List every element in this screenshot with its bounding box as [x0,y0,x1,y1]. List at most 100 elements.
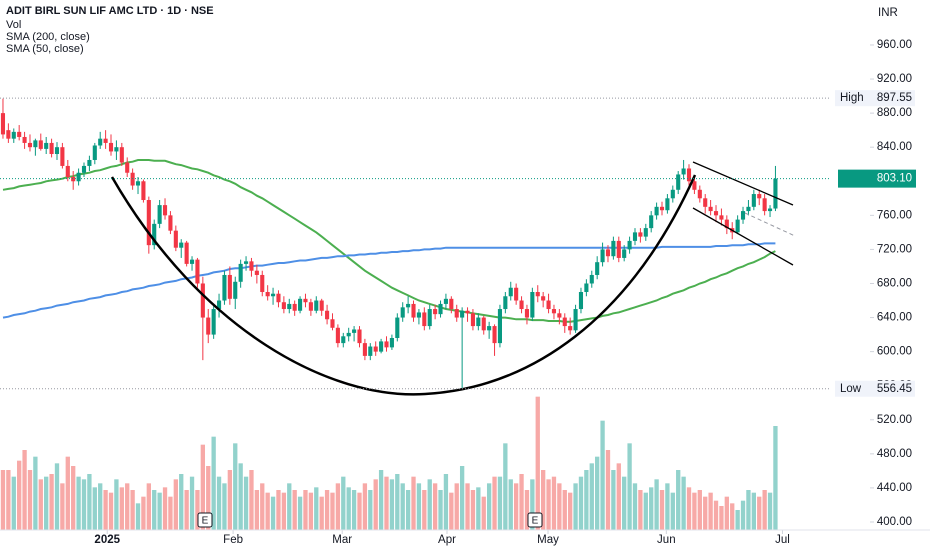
volume-bar [530,479,535,530]
volume-bar [6,470,11,530]
volume-bar [314,487,319,530]
candle-body [422,312,427,327]
event-box[interactable] [527,512,543,528]
candle-body [11,131,16,139]
currency: INR [878,7,898,19]
candle-body [244,261,249,264]
candle-body [595,262,600,275]
candle-body [168,215,173,231]
volume-bar [141,496,146,530]
volume-bar [98,483,103,530]
candle-body [611,240,616,257]
candle-body [292,303,297,311]
cup-curve [110,174,697,396]
candle-body [751,194,756,207]
candle-body [71,177,76,182]
candle-body [276,293,281,303]
candle-body [762,198,767,212]
volume-bar [476,487,481,530]
volume-bar [103,490,108,530]
volume-bar [551,476,557,530]
legend-item: Vol [6,19,21,31]
volume-bar [665,483,670,530]
sma-line [2,242,776,319]
candle-body [308,302,313,311]
candle-body [233,281,238,299]
event-marker[interactable]: E [197,512,213,528]
volume-bar [595,456,600,530]
candle-body [287,303,292,310]
candle-body [411,303,416,318]
volume-bar [308,492,314,530]
volume-bar [503,443,508,530]
volume-bar [335,483,341,530]
y-tick-label: 960.00 [877,39,912,51]
candle-body [335,327,340,344]
candle-body [195,259,200,284]
volume-bar [211,436,216,530]
volume-bar [44,476,49,530]
volume-bar [216,476,222,530]
sma-line [2,159,776,323]
candle-body [33,140,38,148]
candle-body [135,181,141,186]
volume-bar [481,496,486,530]
volume-bar [184,490,189,530]
candle-body [697,189,702,199]
volume-bar [65,456,70,530]
candle-body [773,178,778,209]
volume-bar [33,456,38,530]
candle-body [514,287,519,301]
volume-bar [719,506,724,530]
candle-body [157,205,162,224]
candle-body [460,310,465,318]
volume-bar [659,490,665,530]
candle-body [119,147,124,163]
volume-bar [746,490,751,530]
volume-bar [427,479,432,530]
event-marker[interactable]: E [527,512,543,528]
event-box[interactable] [197,512,213,528]
volume-bar [405,490,411,530]
channel-mid [744,212,796,237]
candle-body [260,274,265,293]
candle-body [508,287,513,297]
price-pane [0,98,778,389]
event-label[interactable]: E [202,516,209,527]
volume-bar [157,492,162,530]
volume-bar [562,490,567,530]
volume-bar [389,479,395,530]
candle-body [298,298,303,311]
volume-bar [767,492,773,530]
volume-bar [589,463,594,530]
legend-item: SMA (50, close) [6,43,84,55]
volume-bar [162,487,168,530]
volume-bar [627,443,632,530]
volume-bar [740,500,746,530]
candle-body [746,206,751,212]
candle-body [573,309,578,331]
volume-bar [697,490,702,530]
volume-bar [713,500,719,530]
candle-body [281,302,286,310]
volume-bar [11,476,16,530]
candle-body [670,189,675,199]
candle-body [184,242,189,264]
volume-bar [400,483,405,530]
volume-bar [524,490,530,530]
candle-body [303,298,308,303]
candle-body [627,240,632,250]
candle-body [17,131,22,137]
candle-body [487,326,492,331]
volume-bar [454,483,459,530]
candle-body [703,198,708,207]
volume-bar [649,487,654,530]
volume-bar [438,490,443,530]
candle-body [643,228,648,237]
event-label[interactable]: E [532,516,539,527]
volume-bar [600,420,605,530]
candle-body [692,181,697,190]
volume-bar [351,490,357,530]
candle-body [368,346,373,356]
volume-bar [422,490,427,530]
